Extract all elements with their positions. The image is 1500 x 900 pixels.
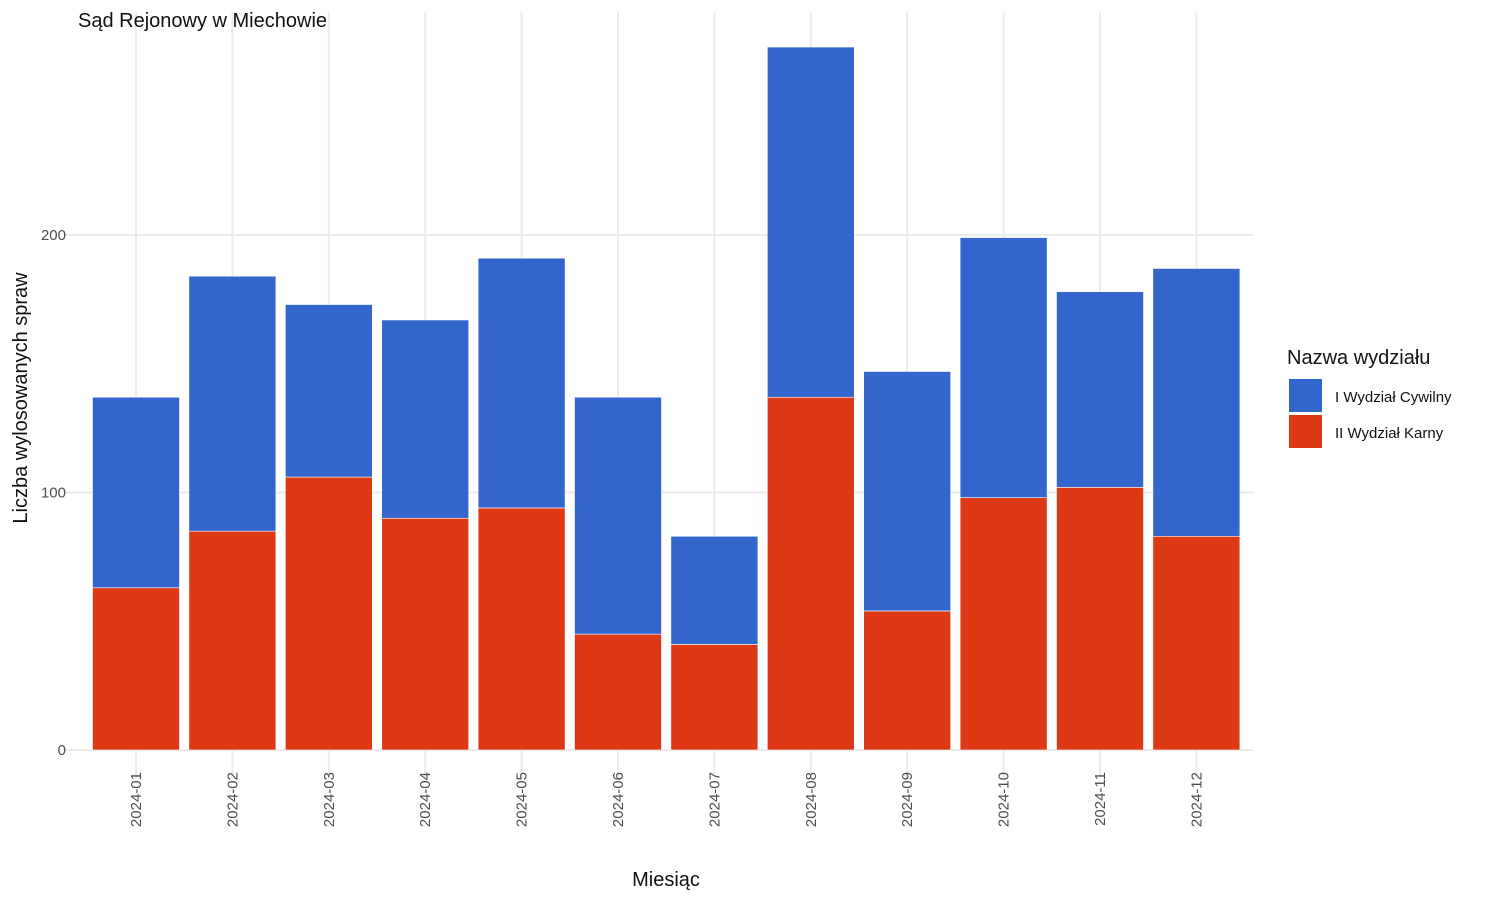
bar-segment — [477, 507, 566, 751]
bar-segment — [766, 396, 855, 751]
bar-segment — [381, 517, 470, 751]
bar-segment — [863, 371, 952, 612]
bar-segment — [1056, 291, 1144, 488]
legend-swatch — [1289, 415, 1322, 448]
bar-segment — [959, 237, 1048, 498]
legend-title: Nazwa wydziału — [1287, 347, 1430, 369]
x-tick-label: 2024-02 — [224, 772, 241, 827]
y-axis: 0 100 200 — [41, 227, 66, 759]
bar-segment — [477, 257, 566, 509]
bar-segment — [92, 587, 180, 751]
y-tick-label: 200 — [41, 227, 66, 244]
bar-segment — [381, 319, 470, 519]
x-tick-label: 2024-06 — [610, 772, 627, 827]
legend-label: I Wydział Cywilny — [1335, 389, 1452, 406]
bar-segment — [670, 535, 759, 645]
y-tick-label: 100 — [41, 485, 66, 502]
bar-segment — [284, 304, 373, 478]
x-tick-label: 2024-09 — [899, 772, 916, 827]
x-tick-label: 2024-11 — [1092, 772, 1109, 826]
x-tick-label: 2024-10 — [996, 772, 1013, 827]
legend-items: I Wydział Cywilny II Wydział Karny — [1289, 379, 1452, 448]
y-axis-title: Liczba wylosowanych spraw — [10, 272, 32, 524]
bar-segment — [92, 396, 180, 589]
x-tick-label: 2024-07 — [706, 772, 723, 827]
x-tick-label: 2024-08 — [803, 772, 820, 827]
x-tick-label: 2024-01 — [128, 772, 145, 827]
bars-layer — [92, 46, 1241, 751]
x-tick-label: 2024-04 — [417, 772, 434, 827]
y-tick-label: 0 — [58, 742, 66, 759]
chart-title: Sąd Rejonowy w Miechowie — [78, 10, 327, 32]
bar-segment — [574, 633, 662, 751]
legend-swatch — [1289, 379, 1322, 412]
bar-segment — [188, 275, 277, 532]
bar-segment — [670, 644, 759, 751]
bar-segment — [574, 396, 662, 635]
bar-segment — [863, 610, 952, 751]
x-tick-label: 2024-05 — [514, 772, 531, 827]
bar-segment — [284, 476, 373, 751]
x-axis-title: Miesiąc — [632, 869, 700, 891]
legend: Nazwa wydziału I Wydział Cywilny II Wydzi… — [1287, 347, 1452, 448]
bar-segment — [1152, 535, 1241, 751]
x-tick-label: 2024-03 — [321, 772, 338, 827]
bar-segment — [766, 46, 855, 398]
bar-segment — [1056, 487, 1144, 751]
legend-label: II Wydział Karny — [1335, 425, 1444, 442]
x-tick-label: 2024-12 — [1188, 772, 1205, 827]
x-axis: 2024-01 2024-02 2024-03 2024-04 2024-05 2024-… — [128, 772, 1205, 827]
bar-segment — [959, 497, 1048, 751]
bar-segment — [188, 530, 277, 751]
bar-segment — [1152, 268, 1241, 537]
